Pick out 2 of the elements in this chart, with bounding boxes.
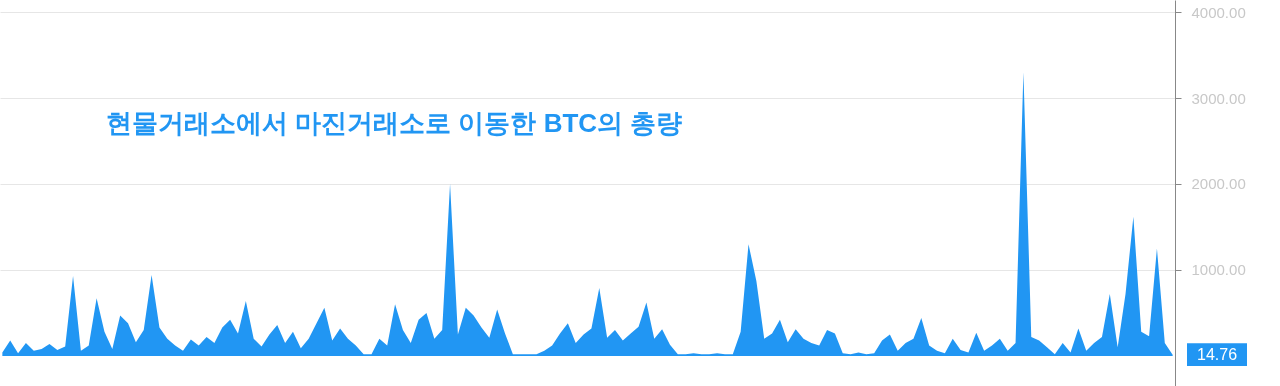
text: 현물거래소에서 마진거래소로 이동한 BTC의 총량 bbox=[106, 108, 683, 138]
text: 14.76 bbox=[1196, 345, 1238, 363]
